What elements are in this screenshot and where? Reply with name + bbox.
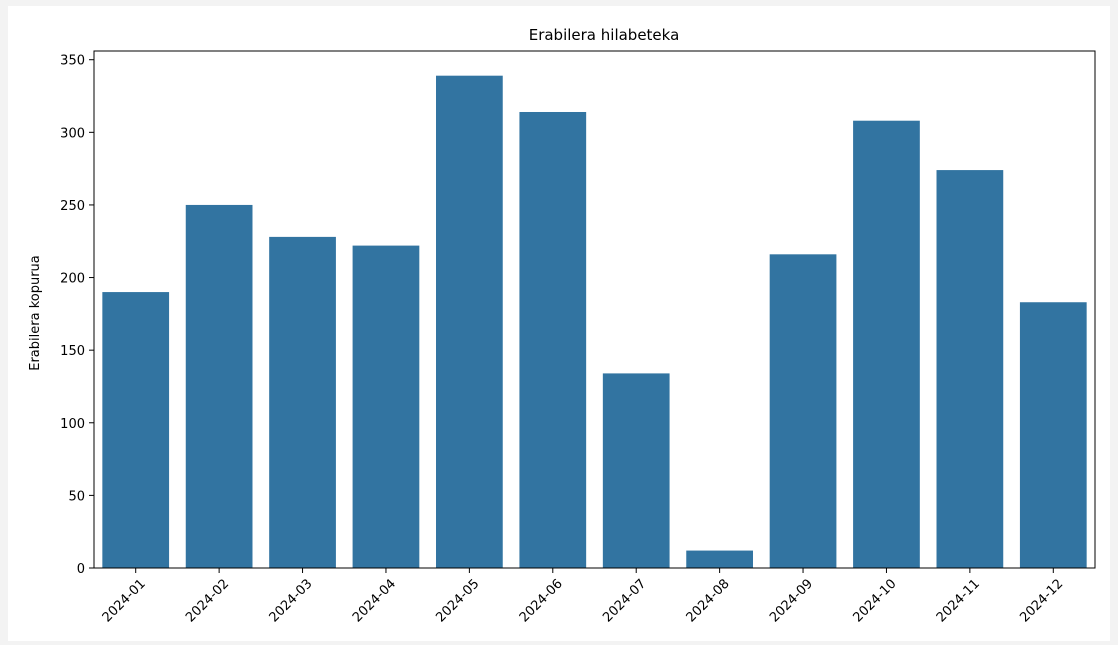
y-axis: 0 50 100 150 200 250 300 350 — [60, 54, 94, 577]
bar-2024-06 — [519, 111, 587, 568]
x-tick-label: 2024-04 — [350, 576, 399, 625]
bar-2024-11 — [936, 170, 1004, 568]
bar-chart: Erabilera hilabeteka Erabilera kopurua 0… — [28, 26, 1096, 625]
axes-frame — [93, 50, 1096, 569]
bar-2024-09 — [769, 254, 837, 568]
y-tick-label: 50 — [68, 489, 85, 504]
bar-2024-01 — [102, 292, 170, 568]
x-axis: 2024-01 2024-02 2024-03 2024-04 2024-05 2024-… — [100, 568, 1066, 625]
x-tick-label: 2024-06 — [517, 576, 566, 625]
x-tick-label: 2024-03 — [267, 576, 316, 625]
bar-2024-12 — [1019, 302, 1087, 568]
bar-2024-10 — [853, 120, 920, 569]
bar-2024-08 — [686, 550, 753, 568]
y-tick-label: 100 — [60, 417, 85, 432]
chart-title: Erabilera hilabeteka — [529, 26, 680, 44]
y-axis-label: Erabilera kopurua — [28, 255, 43, 371]
bar-2024-07 — [602, 373, 670, 568]
y-tick-label: 200 — [60, 272, 85, 287]
y-tick-label: 0 — [77, 562, 85, 577]
x-tick-label: 2024-08 — [684, 576, 733, 625]
chart-area: Erabilera hilabeteka Erabilera kopurua 0… — [8, 6, 1110, 641]
bar-2024-04 — [352, 245, 420, 568]
x-tick-label: 2024-05 — [433, 576, 482, 625]
x-tick-label: 2024-01 — [100, 576, 149, 625]
y-tick-label: 250 — [60, 199, 85, 214]
x-tick-label: 2024-10 — [850, 576, 899, 625]
bar-2024-03 — [269, 236, 336, 568]
x-tick-label: 2024-02 — [183, 576, 232, 625]
y-tick-label: 150 — [60, 344, 85, 359]
x-tick-label: 2024-11 — [934, 576, 983, 625]
x-tick-label: 2024-09 — [767, 576, 816, 625]
x-tick-label: 2024-12 — [1017, 576, 1066, 625]
y-tick-label: 300 — [60, 126, 85, 141]
bar-2024-02 — [185, 204, 253, 568]
bars — [102, 75, 1087, 569]
bar-2024-05 — [436, 75, 503, 568]
x-tick-label: 2024-07 — [600, 576, 649, 625]
y-tick-label: 350 — [60, 54, 85, 69]
